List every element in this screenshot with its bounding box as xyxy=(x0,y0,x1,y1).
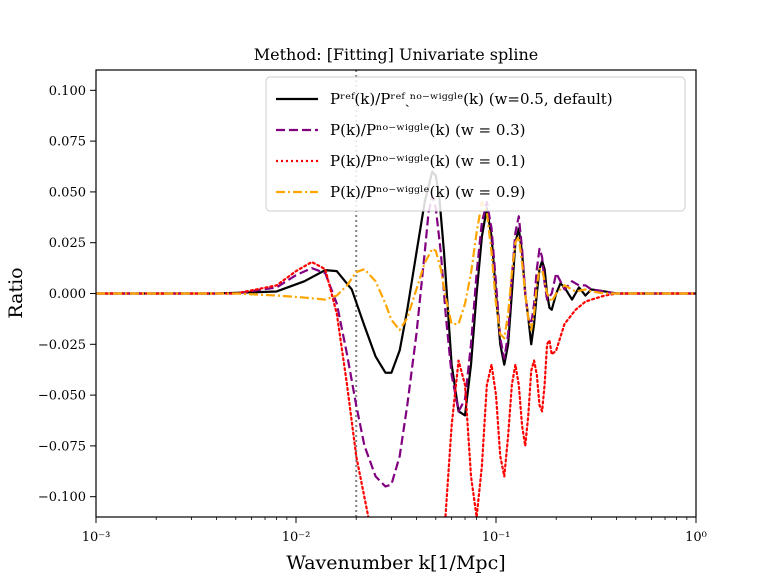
chart-title: Method: [Fitting] Univariate spline xyxy=(254,45,538,64)
legend-label-3: P(k)/Pⁿᵒ⁻ʷⁱᵍᵍˡᵉ(k) (w = 0.9) xyxy=(330,183,526,201)
x-axis-title: Wavenumber k[1/Mpc] xyxy=(286,552,505,574)
plot-frame xyxy=(95,69,697,518)
series-layer xyxy=(96,70,696,517)
y-tick-label: 0.075 xyxy=(49,135,86,150)
axes-layer: 10⁻³ 10⁻² 10⁻¹ 10⁰ 0.100 0.075 0.050 0.025 0.000… xyxy=(38,84,707,545)
y-tick-label: −0.025 xyxy=(38,338,86,353)
x-tick-label: 10⁰ xyxy=(685,530,707,545)
y-tick-label: −0.100 xyxy=(38,490,86,505)
y-tick-label: −0.050 xyxy=(38,389,86,404)
y-tick-label: 0.050 xyxy=(49,185,86,200)
y-tick-label: 0.000 xyxy=(49,287,86,302)
y-axis-title: Ratio xyxy=(5,267,27,318)
x-tick-label: 10⁻¹ xyxy=(482,530,511,545)
legend-label-1: P(k)/Pⁿᵒ⁻ʷⁱᵍᵍˡᵉ(k) (w = 0.3) xyxy=(330,121,526,139)
series-line-1 xyxy=(96,194,696,488)
legend: Pʳᵉᶠ(k)/Pʳᵉᶠˎⁿᵒ⁻ʷⁱᵍᵍˡᵉ(k) (w=0.5, defaul… xyxy=(265,76,686,212)
x-tick-label: 10⁻² xyxy=(282,530,311,545)
y-tick-label: 0.100 xyxy=(49,84,86,99)
x-tick-label: 10⁻³ xyxy=(82,530,111,545)
y-tick-label: −0.075 xyxy=(38,439,86,454)
y-tick-label: 0.025 xyxy=(49,236,86,251)
series-line-0 xyxy=(96,170,696,417)
legend-label-2: P(k)/Pⁿᵒ⁻ʷⁱᵍᵍˡᵉ(k) (w = 0.1) xyxy=(330,152,526,170)
series-line-2 xyxy=(96,260,696,517)
legend-label-0: Pʳᵉᶠ(k)/Pʳᵉᶠˎⁿᵒ⁻ʷⁱᵍᵍˡᵉ(k) (w=0.5, defaul… xyxy=(330,90,613,108)
legend-box xyxy=(265,76,686,212)
series-line-3 xyxy=(96,200,696,340)
